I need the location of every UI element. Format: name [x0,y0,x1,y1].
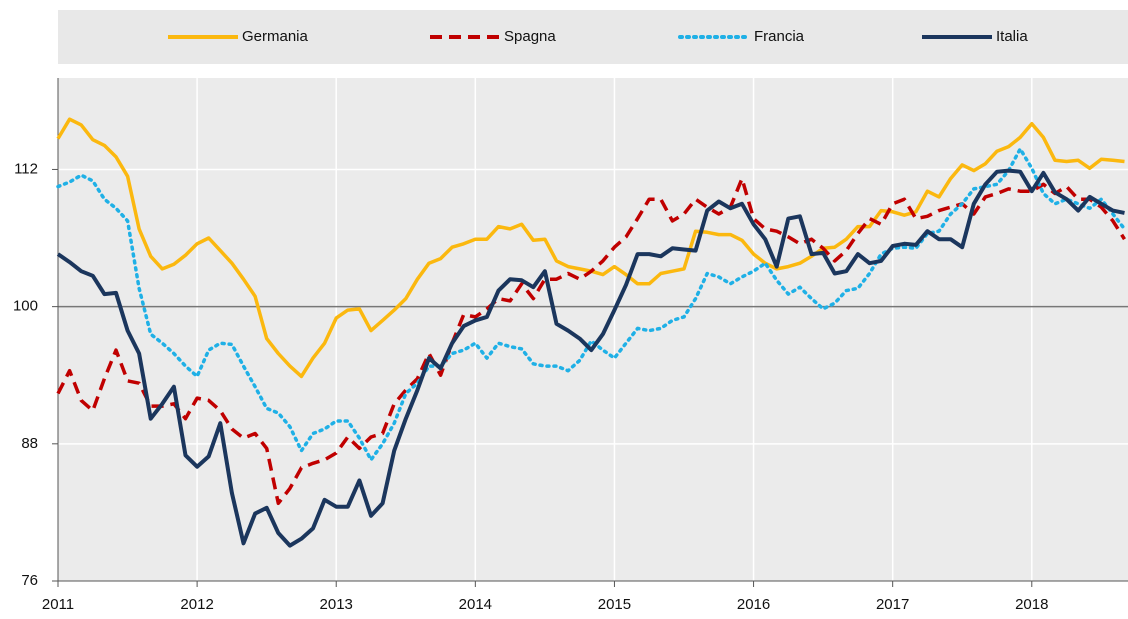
y-tick-label: 88 [21,435,38,452]
x-tick-label: 2015 [598,596,631,613]
legend-label: Francia [754,28,805,45]
x-tick-label: 2017 [876,596,909,613]
x-tick-label: 2014 [459,596,492,613]
series-line [56,168,1125,548]
plot-area [58,78,1128,581]
x-tick-label: 2016 [737,596,770,613]
legend-label: Italia [996,28,1028,45]
series-line [56,176,1126,506]
x-tick-label: 2013 [320,596,353,613]
y-tick-label: 112 [14,160,38,177]
series-line [56,147,1127,462]
x-tick-label: 2018 [1015,596,1048,613]
y-tick-label: 100 [13,298,38,315]
x-tick-label: 2012 [180,596,213,613]
legend-label: Spagna [504,28,556,45]
legend-label: Germania [242,28,309,45]
x-tick-label: 2011 [42,596,74,613]
y-tick-label: 76 [21,572,38,589]
